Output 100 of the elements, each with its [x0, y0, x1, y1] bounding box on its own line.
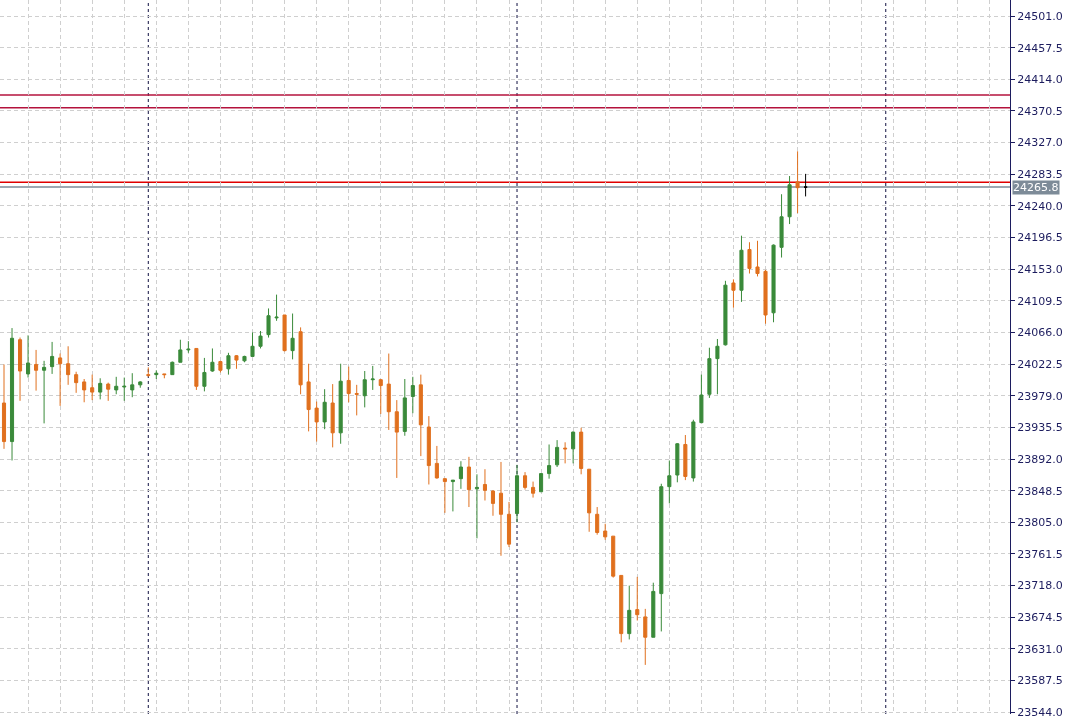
y-tick-label: 23805.0	[1017, 516, 1063, 530]
candlestick	[202, 357, 207, 392]
candlestick	[50, 341, 55, 375]
candlestick	[234, 354, 239, 370]
candlestick	[787, 175, 792, 225]
y-tick-label: 24066.0	[1017, 326, 1063, 340]
y-tick-label: 23587.5	[1017, 674, 1063, 688]
candlestick	[715, 338, 720, 395]
candlestick	[226, 352, 231, 376]
y-tick-label: 24327.0	[1017, 136, 1063, 150]
y-tick-label: 23848.5	[1017, 484, 1063, 498]
candlestick	[563, 441, 568, 464]
candlestick	[34, 349, 39, 392]
candlestick	[498, 461, 504, 557]
candlestick	[763, 269, 768, 325]
candlestick	[779, 193, 784, 259]
candlestick	[667, 459, 672, 504]
y-tick-label: 23544.0	[1017, 706, 1063, 720]
candlestick	[170, 361, 175, 376]
candlestick	[571, 430, 576, 464]
candlestick	[691, 419, 696, 483]
candlestick	[386, 353, 391, 431]
candlestick	[242, 355, 247, 363]
candlestick	[274, 294, 279, 322]
candlestick	[370, 365, 375, 391]
candlestick	[90, 374, 95, 401]
candlestick	[627, 585, 632, 640]
candlestick	[58, 353, 63, 407]
candlestick	[458, 460, 463, 490]
candlestick	[683, 434, 688, 481]
candlestick	[74, 371, 79, 394]
candlestick	[795, 150, 800, 214]
y-tick-label: 23979.0	[1017, 389, 1063, 403]
candlestick	[250, 331, 255, 357]
candlestick	[98, 377, 103, 400]
candlestick	[747, 241, 752, 275]
candlestick	[651, 582, 656, 638]
y-tick-label: 24240.0	[1017, 199, 1063, 213]
candlestick	[378, 378, 383, 415]
candlestick	[410, 376, 415, 414]
candlestick	[675, 442, 680, 483]
candlestick	[426, 415, 431, 485]
candlestick	[282, 314, 287, 352]
candlestick	[66, 345, 71, 386]
candlestick	[194, 347, 199, 391]
candlestick	[314, 401, 319, 443]
candlestick	[659, 483, 664, 632]
candlestick	[643, 608, 648, 666]
candlestick	[130, 372, 135, 398]
candlestick	[723, 280, 728, 347]
y-tick-label: 24153.0	[1017, 263, 1063, 277]
candlestick	[162, 373, 167, 379]
candlestick	[18, 337, 23, 402]
candlestick	[322, 388, 327, 430]
y-tick-label: 24022.5	[1017, 357, 1063, 371]
y-tick-label: 24370.5	[1017, 104, 1063, 118]
candlestick	[579, 427, 584, 475]
y-tick-label: 23674.5	[1017, 611, 1063, 625]
candlestick	[338, 363, 343, 445]
candlestick	[531, 481, 536, 499]
candlestick	[42, 360, 47, 424]
candlestick	[466, 456, 471, 508]
candlestick	[514, 464, 520, 523]
candlestick	[178, 339, 183, 363]
candlestick	[306, 363, 311, 432]
candlestick	[26, 334, 31, 379]
candlestick	[418, 374, 423, 457]
y-tick-label: 24196.5	[1017, 231, 1063, 245]
candlestick	[154, 369, 159, 380]
candlestick	[539, 473, 544, 493]
candlestick	[210, 347, 215, 373]
candlestick	[506, 501, 512, 548]
candlestick	[9, 327, 15, 461]
candlestick	[523, 471, 528, 491]
y-tick-label: 24457.5	[1017, 41, 1063, 55]
candlestick	[266, 307, 271, 339]
candlestick	[450, 479, 455, 512]
candlestick	[354, 384, 359, 416]
candlestick	[434, 445, 439, 480]
y-tick-label: 23718.0	[1017, 579, 1063, 593]
candlestick	[771, 243, 776, 323]
candlestick	[114, 376, 119, 395]
candlestick	[1, 363, 7, 450]
candlestick	[635, 576, 640, 622]
candlestick	[82, 378, 87, 403]
candlestick	[362, 370, 367, 408]
candlestick	[707, 347, 712, 399]
candlestick	[402, 378, 407, 437]
candlestick	[587, 468, 592, 533]
candlestick	[394, 399, 399, 479]
candlestick	[595, 506, 600, 536]
candlestick	[755, 240, 760, 277]
y-tick-label: 23935.5	[1017, 421, 1063, 435]
y-tick-label: 23761.5	[1017, 547, 1063, 561]
y-tick-label: 23631.0	[1017, 642, 1063, 656]
y-tick-label: 24414.0	[1017, 73, 1063, 87]
candlestick	[547, 443, 552, 480]
y-tick-label: 24283.5	[1017, 168, 1063, 182]
candlestick	[603, 523, 608, 541]
candlestick	[482, 468, 487, 501]
